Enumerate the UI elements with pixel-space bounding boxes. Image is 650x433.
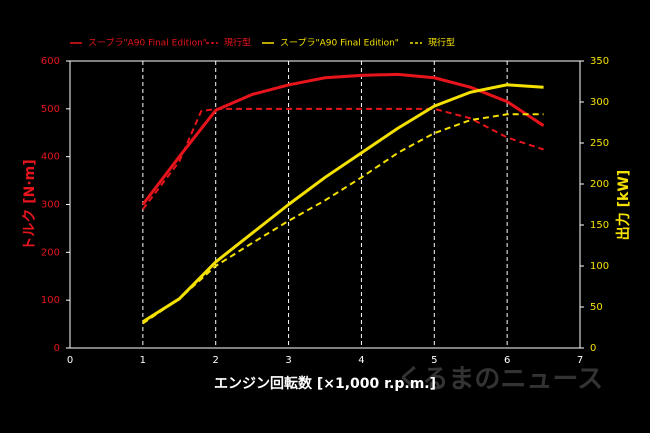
y2-tick-label: 300 xyxy=(590,97,609,108)
x-tick-label: 7 xyxy=(577,355,583,366)
legend-label: スープラ"A90 Final Edition" xyxy=(88,38,207,49)
line-series xyxy=(142,113,544,325)
y2-tick-label: 200 xyxy=(590,179,609,190)
y-axis-label: トルク [N·m] xyxy=(22,159,38,250)
y2-tick-label: 0 xyxy=(590,343,596,354)
y-tick-label: 600 xyxy=(41,56,60,67)
x-tick-label: 2 xyxy=(213,355,219,366)
x-tick-label: 0 xyxy=(67,355,73,366)
y-tick-label: 200 xyxy=(41,247,60,258)
y2-tick-label: 250 xyxy=(590,138,609,149)
y2-axis-label: 出力 [kW] xyxy=(615,170,632,240)
legend-label: 現行型 xyxy=(224,37,251,49)
x-tick-label: 6 xyxy=(504,355,510,366)
x-tick-label: 3 xyxy=(285,355,291,366)
x-tick-label: 4 xyxy=(358,355,364,366)
x-tick-label: 5 xyxy=(431,355,437,366)
legend-label: 現行型 xyxy=(428,37,455,49)
y-tick-label: 300 xyxy=(41,200,60,211)
y2-tick-label: 100 xyxy=(590,261,609,272)
y2-tick-label: 350 xyxy=(590,56,609,67)
y-tick-label: 0 xyxy=(54,343,60,354)
y2-tick-label: 50 xyxy=(590,302,603,313)
y2-tick-label: 150 xyxy=(590,220,609,231)
legend-label: スープラ"A90 Final Edition" xyxy=(280,38,399,49)
y-tick-label: 500 xyxy=(41,104,60,115)
line-series xyxy=(142,83,544,324)
y-tick-label: 100 xyxy=(41,295,60,306)
x-tick-label: 1 xyxy=(140,355,146,366)
y-tick-label: 400 xyxy=(41,152,60,163)
watermark: くるまのニュース xyxy=(397,365,603,395)
x-axis-label: エンジン回転数 [×1,000 r.p.m.] xyxy=(214,375,436,392)
